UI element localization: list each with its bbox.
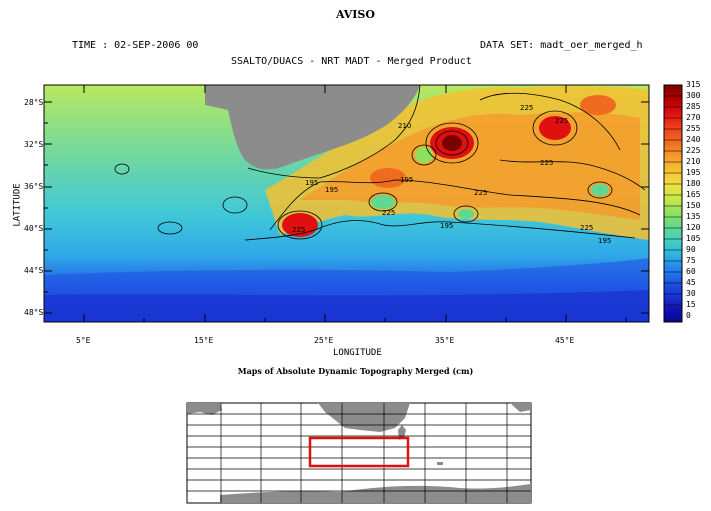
lon-tick: 25°E [314,336,334,345]
y-axis-label: LATITUDE [12,183,23,227]
colorbar-label: 60 [686,267,696,276]
colorbar-label: 315 [686,80,701,89]
contour-label: 225 [540,159,553,167]
contour-label: 225 [382,209,395,217]
contour-label: 195 [440,222,453,230]
lat-tick: 44°S [24,266,44,275]
colorbar-label: 0 [686,311,691,320]
inset-map [186,402,532,504]
lon-tick: 5°E [76,336,91,345]
lat-tick: 32°S [24,140,44,149]
lon-tick: 35°E [435,336,455,345]
map-title: AVISO [336,8,375,21]
colorbar-label: 300 [686,91,701,100]
colorbar-label: 255 [686,124,701,133]
colorbar-label: 285 [686,102,701,111]
colorbar-label: 90 [686,245,696,254]
lon-tick: 45°E [555,336,575,345]
map-caption: Maps of Absolute Dynamic Topography Merg… [237,366,474,376]
contour-label: 195 [325,186,338,194]
colorbar-label: 195 [686,168,701,177]
colorbar-label: 165 [686,190,701,199]
contour-label: 195 [305,179,318,187]
colorbar-label: 120 [686,223,701,232]
time-label: TIME : 02-SEP-2006 00 [72,40,199,51]
contour-label: 225 [555,117,568,125]
colorbar-label: 45 [686,278,696,287]
colorbar-ticks [664,95,682,306]
map-ticks [44,85,649,322]
x-axis-label: LONGITUDE [333,348,382,358]
colorbar-label: 75 [686,256,696,265]
colorbar-label: 270 [686,113,701,122]
colorbar-label: 150 [686,201,701,210]
lat-tick: 48°S [24,308,44,317]
contour-label: 225 [474,189,487,197]
contour-label: 225 [520,104,533,112]
adt-field: 210 225 225 195 195 225 225 225 195 195 … [44,85,649,322]
contour-label: 195 [598,237,611,245]
colorbar-label: 180 [686,179,701,188]
colorbar-label: 225 [686,146,701,155]
lat-tick: 40°S [24,224,44,233]
colorbar-label: 135 [686,212,701,221]
lon-tick: 15°E [194,336,214,345]
lat-tick: 28°S [24,98,44,107]
colorbar [663,84,683,323]
contour-label: 195 [400,176,413,184]
map-frame [43,84,650,323]
colorbar-label: 105 [686,234,701,243]
dataset-label: DATA SET: madt_oer_merged_h [480,40,643,51]
contour-label: 225 [292,226,305,234]
contour-label: 210 [398,122,411,130]
lat-tick: 36°S [24,182,44,191]
colorbar-label: 210 [686,157,701,166]
contour-label: 225 [580,224,593,232]
inset-region-box [308,436,410,468]
map-subtitle: SSALTO/DUACS - NRT MADT - Merged Product [231,56,472,67]
colorbar-label: 15 [686,300,696,309]
colorbar-label: 30 [686,289,696,298]
colorbar-label: 240 [686,135,701,144]
